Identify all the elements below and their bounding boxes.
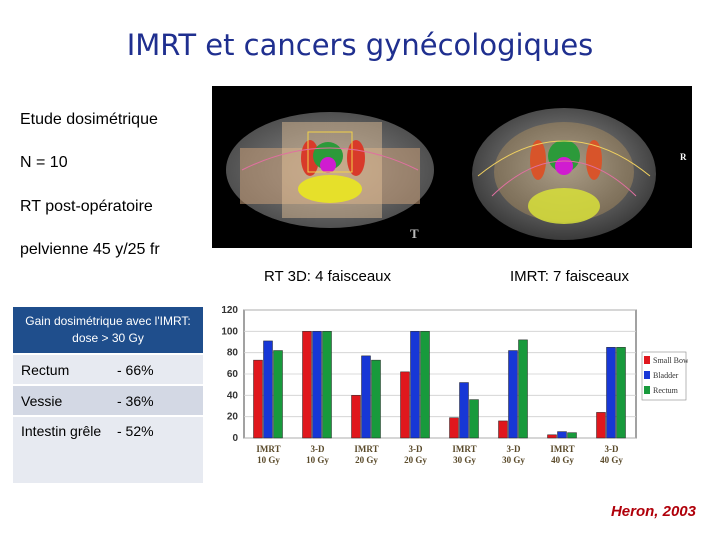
ct-image-3d-plan: T xyxy=(212,86,454,248)
y-tick-label: 40 xyxy=(227,390,239,401)
legend-label: Small Bowel xyxy=(653,356,688,365)
organ-cell: Vessie xyxy=(13,385,111,417)
bar-bladder xyxy=(508,350,518,439)
gain-cell: - 36% xyxy=(111,385,203,417)
x-tick-label: 3-D xyxy=(311,444,325,454)
bar-small-bowel xyxy=(302,331,312,439)
bar-rectum xyxy=(273,350,283,439)
bar-rectum xyxy=(420,331,430,439)
bullet-dose-fractions: pelvienne 45 y/25 fr xyxy=(20,241,160,258)
bar-rectum xyxy=(469,399,479,439)
x-tick-label: 20 Gy xyxy=(404,455,427,465)
x-tick-label: 10 Gy xyxy=(257,455,280,465)
y-tick-label: 20 xyxy=(227,412,239,423)
reference-citation: Heron, 2003 xyxy=(610,503,696,520)
gain-cell: - 52% xyxy=(111,416,203,485)
x-tick-label: IMRT xyxy=(550,444,574,454)
bar-small-bowel xyxy=(351,395,361,439)
bar-bladder xyxy=(361,355,371,439)
bar-small-bowel xyxy=(449,417,459,439)
y-tick-label: 80 xyxy=(227,348,239,359)
x-tick-label: 10 Gy xyxy=(306,455,329,465)
table-row: Vessie - 36% xyxy=(13,385,203,417)
x-tick-label: 20 Gy xyxy=(355,455,378,465)
legend-swatch xyxy=(644,371,650,379)
table-row: Rectum - 66% xyxy=(13,354,203,386)
x-tick-label: 3-D xyxy=(409,444,423,454)
bar-small-bowel xyxy=(547,434,557,439)
x-tick-label: 30 Gy xyxy=(453,455,476,465)
caption-imrt: IMRT: 7 faisceaux xyxy=(510,268,629,285)
bar-rectum xyxy=(371,359,381,439)
x-tick-label: IMRT xyxy=(256,444,280,454)
bar-bladder xyxy=(410,331,420,439)
y-tick-label: 0 xyxy=(232,433,238,444)
y-tick-label: 120 xyxy=(221,305,238,316)
gain-cell: - 66% xyxy=(111,354,203,386)
organ-cell: Rectum xyxy=(13,354,111,386)
bar-bladder xyxy=(606,347,616,439)
legend-label: Bladder xyxy=(653,371,679,380)
x-tick-label: 3-D xyxy=(507,444,521,454)
bar-bladder xyxy=(459,382,469,439)
bar-bladder xyxy=(263,340,273,439)
y-tick-label: 100 xyxy=(221,326,238,337)
bar-bladder xyxy=(312,331,322,439)
ct-imrt-illustration xyxy=(472,108,656,240)
ct-3d-illustration xyxy=(226,112,434,228)
bar-small-bowel xyxy=(253,359,263,439)
legend-swatch xyxy=(644,356,650,364)
x-tick-label: IMRT xyxy=(452,444,476,454)
gain-table-header: Gain dosimétrique avec l'IMRT: dose > 30… xyxy=(13,307,203,355)
legend-label: Rectum xyxy=(653,386,679,395)
bar-rectum xyxy=(322,331,332,439)
x-tick-label: 40 Gy xyxy=(600,455,623,465)
ct-image-imrt-plan: L R xyxy=(452,86,692,248)
x-tick-label: 3-D xyxy=(605,444,619,454)
x-tick-label: 40 Gy xyxy=(551,455,574,465)
bar-rectum xyxy=(518,339,528,439)
ct-3d-label: T xyxy=(410,226,419,241)
bullet-study-type: Etude dosimétrique xyxy=(20,111,158,128)
bar-rectum xyxy=(616,347,626,439)
bullet-treatment: RT post-opératoire xyxy=(20,198,153,215)
x-tick-label: 30 Gy xyxy=(502,455,525,465)
ct-imrt-label-right: R xyxy=(680,152,687,162)
x-tick-label: IMRT xyxy=(354,444,378,454)
bar-small-bowel xyxy=(498,420,508,439)
organ-cell: Intestin grêle xyxy=(13,416,111,485)
table-row: Intestin grêle - 52% xyxy=(13,416,203,485)
legend-swatch xyxy=(644,386,650,394)
bar-small-bowel xyxy=(400,371,410,439)
y-tick-label: 60 xyxy=(227,369,239,380)
bar-small-bowel xyxy=(596,412,606,439)
slide-title: IMRT et cancers gynécologiques xyxy=(126,28,594,62)
caption-rt3d: RT 3D: 4 faisceaux xyxy=(264,268,392,285)
bar-bladder xyxy=(557,431,567,439)
bullet-patient-count: N = 10 xyxy=(20,154,68,171)
dose-gain-table: Gain dosimétrique avec l'IMRT: dose > 30… xyxy=(13,307,203,485)
bar-rectum xyxy=(567,432,577,439)
